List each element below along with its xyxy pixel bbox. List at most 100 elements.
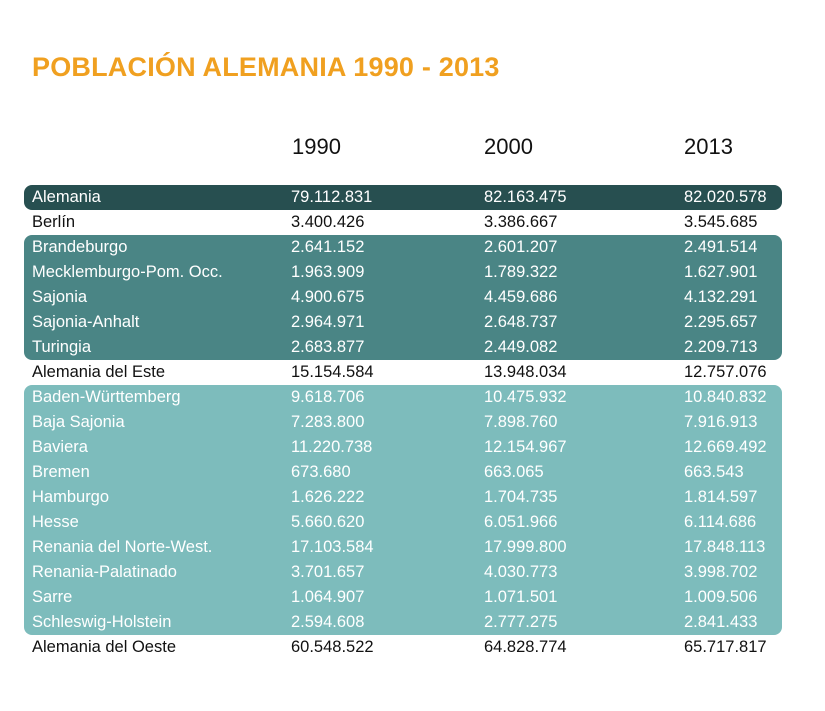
- row-label: Alemania del Oeste: [32, 638, 176, 656]
- cell-2013: 7.916.913: [684, 413, 758, 431]
- table-row: Renania del Norte-West. 17.103.584 17.999.…: [24, 535, 782, 560]
- west-group-band: [24, 385, 782, 635]
- table-row: Hesse 5.660.620 6.051.966 6.114.686: [24, 510, 782, 535]
- cell-1990: 1.064.907: [291, 588, 365, 606]
- cell-2000: 64.828.774: [484, 638, 567, 656]
- cell-1990: 1.963.909: [291, 263, 365, 281]
- cell-1990: 60.548.522: [291, 638, 374, 656]
- row-label: Alemania del Este: [32, 363, 165, 381]
- cell-2013: 10.840.832: [684, 388, 767, 406]
- table-row: Baviera 11.220.738 12.154.967 12.669.492: [24, 435, 782, 460]
- column-header-2000: 2000: [484, 134, 533, 159]
- row-label: Alemania: [32, 188, 101, 206]
- cell-1990: 17.103.584: [291, 538, 374, 556]
- table-row: Schleswig-Holstein 2.594.608 2.777.275 2.84…: [24, 610, 782, 635]
- cell-1990: 3.400.426: [291, 213, 365, 231]
- cell-2000: 4.030.773: [484, 563, 558, 581]
- table-row: Bremen 673.680 663.065 663.543: [24, 460, 782, 485]
- row-label: Mecklemburgo-Pom. Occ.: [32, 263, 223, 281]
- row-label: Sarre: [32, 588, 73, 606]
- row-label: Hamburgo: [32, 488, 110, 506]
- row-label: Baviera: [32, 438, 88, 456]
- table-row: Baja Sajonia 7.283.800 7.898.760 7.916.913: [24, 410, 782, 435]
- cell-1990: 1.626.222: [291, 488, 365, 506]
- cell-1990: 2.594.608: [291, 613, 365, 631]
- cell-2000: 2.449.082: [484, 338, 558, 356]
- table-row: Sarre 1.064.907 1.071.501 1.009.506: [24, 585, 782, 610]
- cell-1990: 15.154.584: [291, 363, 374, 381]
- cell-2013: 3.545.685: [684, 213, 758, 231]
- cell-2000: 2.601.207: [484, 238, 558, 256]
- cell-2000: 663.065: [484, 463, 544, 481]
- cell-2000: 10.475.932: [484, 388, 567, 406]
- cell-2000: 12.154.967: [484, 438, 567, 456]
- table-row: Alemania del Oeste 60.548.522 64.828.774 65…: [24, 635, 782, 660]
- row-label: Bremen: [32, 463, 90, 481]
- cell-1990: 7.283.800: [291, 413, 365, 431]
- row-label: Baden-Württemberg: [32, 388, 181, 406]
- row-label: Renania del Norte-West.: [32, 538, 213, 556]
- row-label: Schleswig-Holstein: [32, 613, 172, 631]
- table-row: Brandeburgo 2.641.152 2.601.207 2.491.514: [24, 235, 782, 260]
- table-row: Turingia 2.683.877 2.449.082 2.209.713: [24, 335, 782, 360]
- row-label: Baja Sajonia: [32, 413, 125, 431]
- cell-2000: 6.051.966: [484, 513, 558, 531]
- cell-1990: 9.618.706: [291, 388, 365, 406]
- cell-2013: 82.020.578: [684, 188, 767, 206]
- cell-2013: 1.814.597: [684, 488, 758, 506]
- row-label: Turingia: [32, 338, 91, 356]
- cell-1990: 2.683.877: [291, 338, 365, 356]
- cell-2013: 2.491.514: [684, 238, 758, 256]
- table-row: Berlín 3.400.426 3.386.667 3.545.685: [24, 210, 782, 235]
- cell-1990: 2.641.152: [291, 238, 365, 256]
- cell-2000: 82.163.475: [484, 188, 567, 206]
- table-row: Alemania 79.112.831 82.163.475 82.020.578: [24, 185, 782, 210]
- cell-2013: 17.848.113: [684, 538, 766, 556]
- cell-2013: 1.009.506: [684, 588, 758, 606]
- row-label: Sajonia-Anhalt: [32, 313, 140, 331]
- cell-2013: 65.717.817: [684, 638, 767, 656]
- row-label: Brandeburgo: [32, 238, 128, 256]
- cell-2000: 7.898.760: [484, 413, 558, 431]
- cell-1990: 2.964.971: [291, 313, 365, 331]
- cell-2000: 13.948.034: [484, 363, 567, 381]
- cell-2013: 2.209.713: [684, 338, 758, 356]
- table-row: Sajonia-Anhalt 2.964.971 2.648.737 2.295.65…: [24, 310, 782, 335]
- cell-2013: 6.114.686: [684, 513, 757, 531]
- cell-2013: 663.543: [684, 463, 744, 481]
- row-label: Renania-Palatinado: [32, 563, 177, 581]
- cell-1990: 4.900.675: [291, 288, 365, 306]
- table-row: Alemania del Este 15.154.584 13.948.034 12.…: [24, 360, 782, 385]
- cell-2000: 3.386.667: [484, 213, 558, 231]
- cell-2013: 3.998.702: [684, 563, 758, 581]
- cell-2000: 2.777.275: [484, 613, 558, 631]
- table-row: Sajonia 4.900.675 4.459.686 4.132.291: [24, 285, 782, 310]
- cell-2000: 2.648.737: [484, 313, 558, 331]
- cell-2013: 12.757.076: [684, 363, 767, 381]
- east-group-band: [24, 235, 782, 360]
- cell-1990: 11.220.738: [291, 438, 373, 456]
- cell-2013: 1.627.901: [684, 263, 758, 281]
- cell-2000: 17.999.800: [484, 538, 567, 556]
- cell-1990: 5.660.620: [291, 513, 365, 531]
- cell-2000: 4.459.686: [484, 288, 558, 306]
- cell-2013: 2.295.657: [684, 313, 758, 331]
- chart-title: POBLACIÓN ALEMANIA 1990 - 2013: [32, 52, 500, 82]
- total-group-band: [24, 185, 782, 210]
- table-row: Hamburgo 1.626.222 1.704.735 1.814.597: [24, 485, 782, 510]
- table-row: Baden-Württemberg 9.618.706 10.475.932 10.8…: [24, 385, 782, 410]
- table-row: Renania-Palatinado 3.701.657 4.030.773 3.99…: [24, 560, 782, 585]
- cell-1990: 3.701.657: [291, 563, 365, 581]
- cell-2013: 4.132.291: [684, 288, 758, 306]
- cell-1990: 673.680: [291, 463, 351, 481]
- table-row: Mecklemburgo-Pom. Occ. 1.963.909 1.789.322…: [24, 260, 782, 285]
- cell-2000: 1.071.501: [484, 588, 558, 606]
- row-label: Hesse: [32, 513, 79, 531]
- cell-2013: 12.669.492: [684, 438, 767, 456]
- cell-1990: 79.112.831: [291, 188, 373, 206]
- cell-2000: 1.789.322: [484, 263, 558, 281]
- column-header-1990: 1990: [292, 134, 341, 159]
- column-header-2013: 2013: [684, 134, 733, 159]
- row-label: Berlín: [32, 213, 76, 231]
- cell-2013: 2.841.433: [684, 613, 758, 631]
